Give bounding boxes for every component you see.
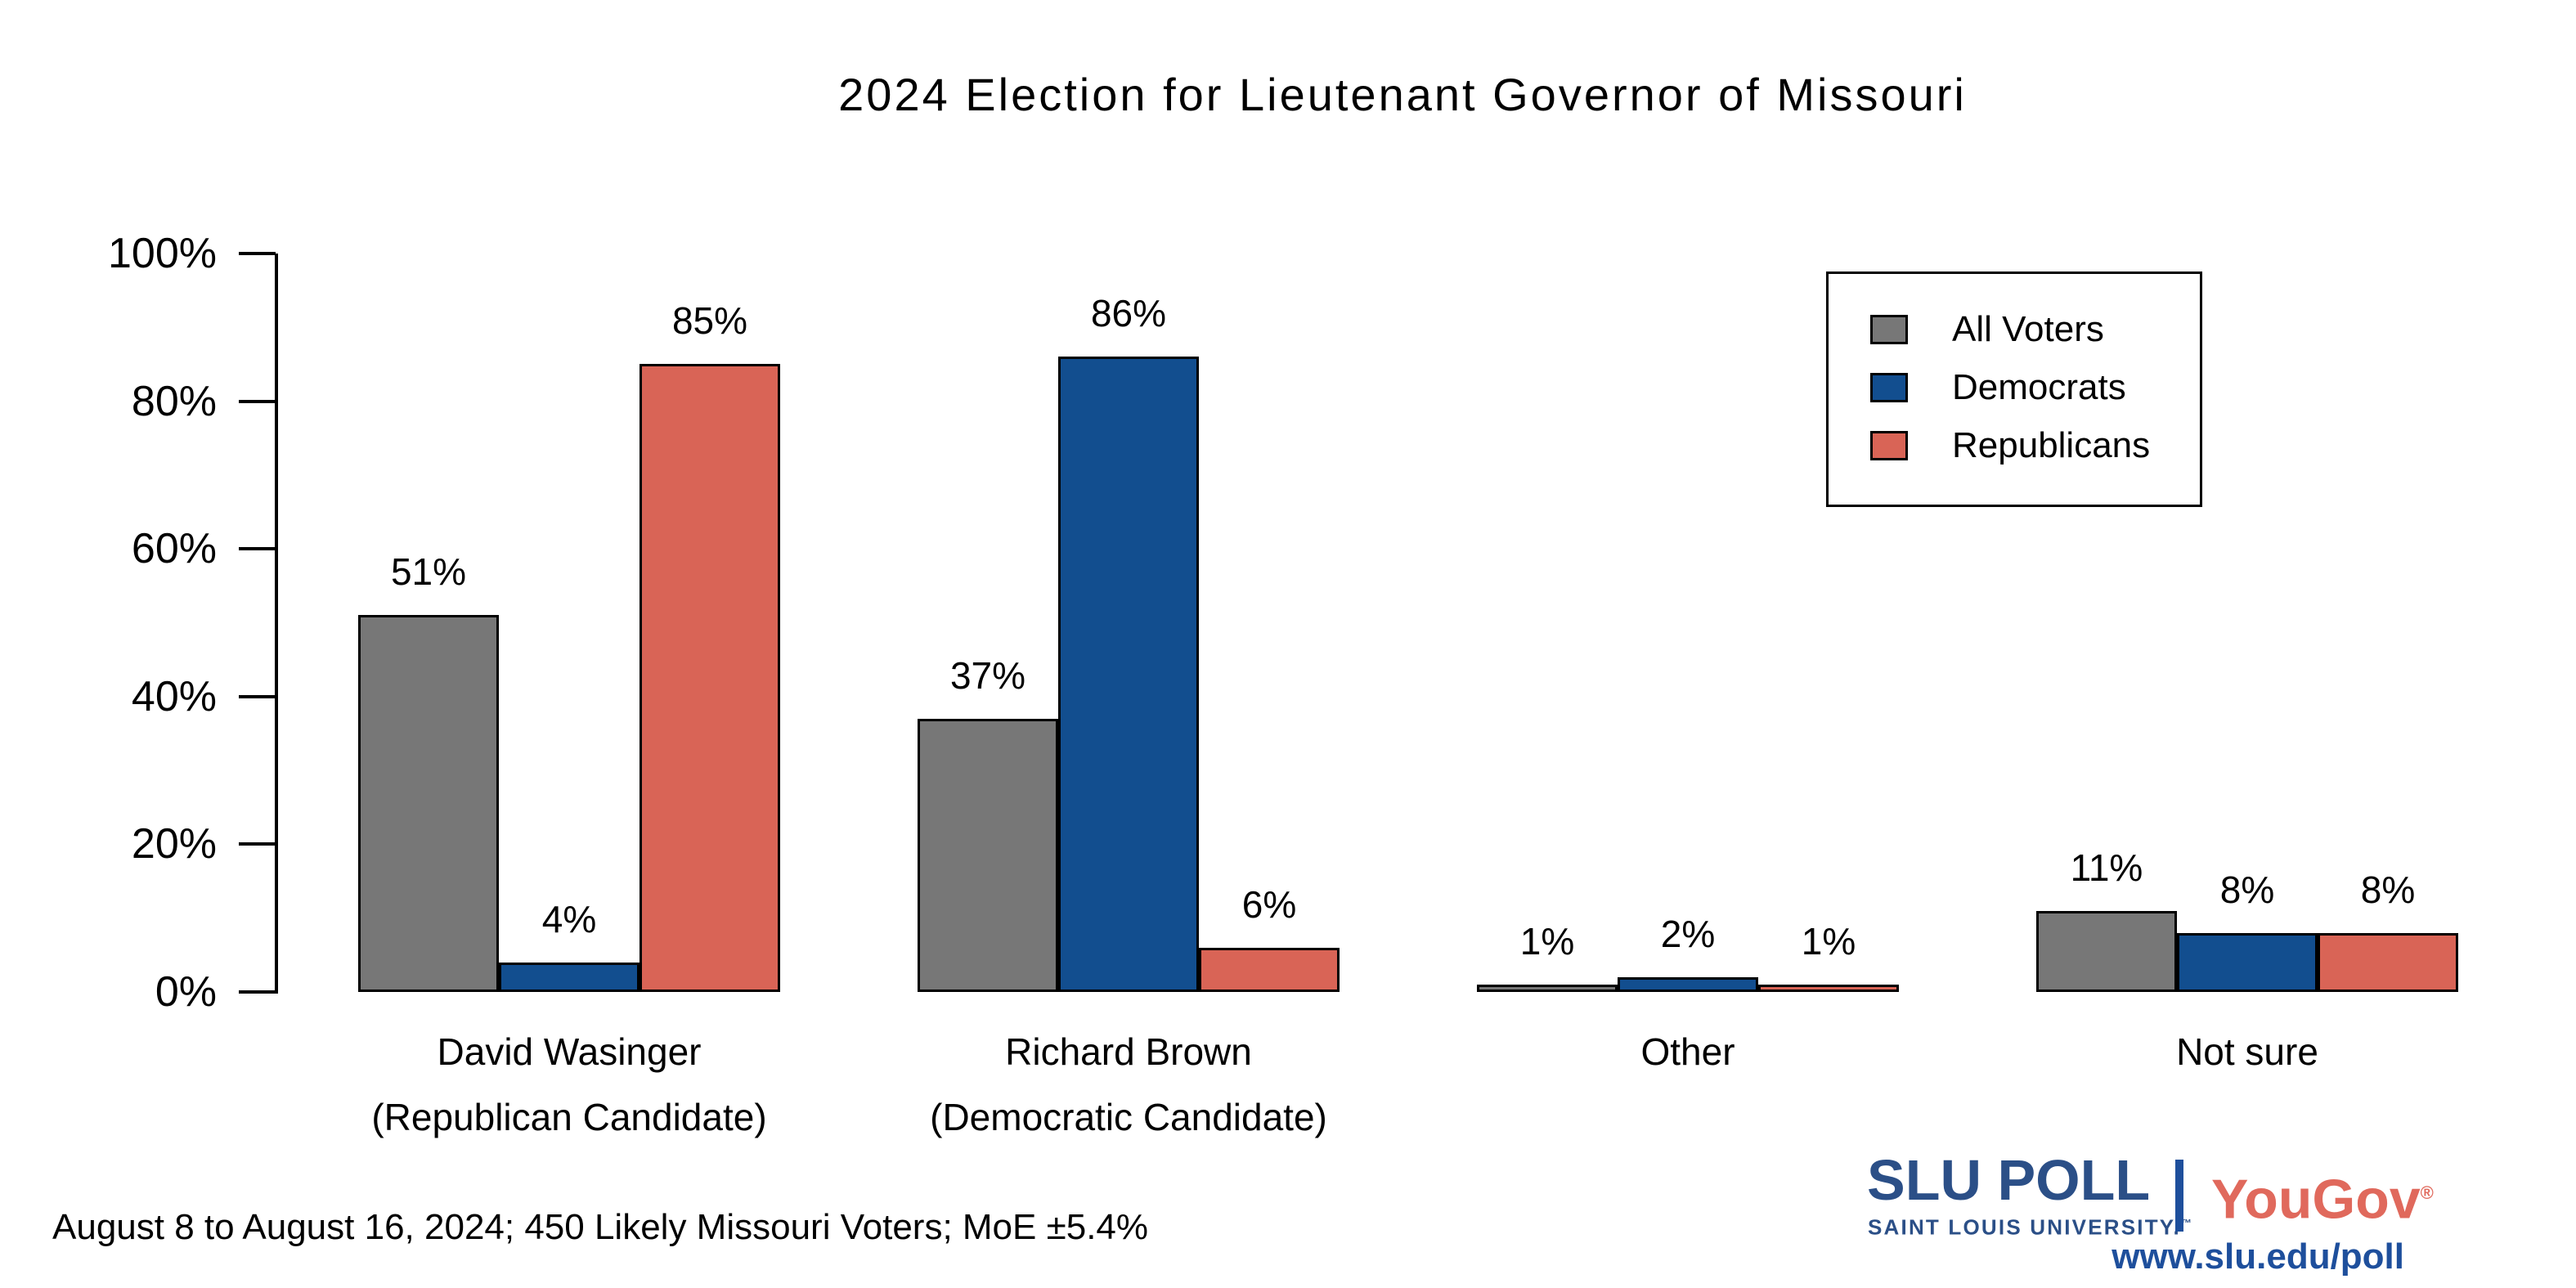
y-tick-mark-0 <box>239 990 276 994</box>
y-axis-line <box>275 254 278 994</box>
slu-subtitle-text: SAINT LOUIS UNIVERSITY. <box>1868 1214 2181 1240</box>
yougov-text: YouGov <box>2211 1168 2421 1231</box>
bar-all-voters-david-wasinger <box>358 615 499 992</box>
y-tick-mark-80 <box>239 399 276 403</box>
website-url: www.slu.edu/poll <box>2112 1236 2404 1277</box>
category-label-line: Not sure <box>2176 1030 2318 1073</box>
y-tick-label-60: 60% <box>131 525 217 573</box>
legend-label-democrats: Democrats <box>1952 367 2126 407</box>
category-label-not-sure: Not sure <box>1961 1019 2533 1084</box>
bar-republicans-richard-brown <box>1199 948 1340 992</box>
category-label-line: (Democratic Candidate) <box>930 1096 1327 1138</box>
value-label-republicans-not-sure: 8% <box>2360 868 2416 911</box>
y-tick-mark-100 <box>239 252 276 255</box>
trademark-symbol: ™ <box>2180 1217 2192 1229</box>
category-label-line: (Republican Candidate) <box>371 1096 767 1138</box>
legend-item-republicans: Republicans <box>1870 425 2151 465</box>
bar-republicans-other <box>1758 985 1899 992</box>
value-label-republicans-richard-brown: 6% <box>1241 883 1297 926</box>
bar-all-voters-other <box>1477 985 1618 992</box>
category-label-line: Other <box>1640 1030 1735 1073</box>
value-label-all-voters-not-sure: 11% <box>2070 846 2143 889</box>
slu-subtitle: SAINT LOUIS UNIVERSITY.™ <box>1868 1212 2192 1239</box>
value-label-all-voters-other: 1% <box>1519 920 1575 963</box>
value-label-democrats-richard-brown: 86% <box>1090 292 1167 334</box>
y-tick-label-20: 20% <box>131 820 217 868</box>
value-label-republicans-david-wasinger: 85% <box>671 299 748 342</box>
y-tick-mark-60 <box>239 547 276 551</box>
y-tick-label-100: 100% <box>108 230 217 277</box>
legend-swatch-all-voters <box>1870 315 1908 344</box>
value-label-democrats-david-wasinger: 4% <box>541 898 597 940</box>
category-label-line: David Wasinger <box>437 1030 702 1073</box>
category-label-david-wasinger: David Wasinger (Republican Candidate) <box>283 1019 855 1150</box>
brand-separator-bar <box>2175 1160 2183 1232</box>
bar-republicans-not-sure <box>2318 933 2458 992</box>
legend-swatch-republicans <box>1870 431 1908 460</box>
y-tick-mark-40 <box>239 694 276 698</box>
bar-democrats-richard-brown <box>1058 357 1199 992</box>
value-label-democrats-not-sure: 8% <box>2219 868 2275 911</box>
bar-democrats-not-sure <box>2177 933 2318 992</box>
legend-swatch-democrats <box>1870 373 1908 402</box>
y-tick-label-40: 40% <box>131 672 217 720</box>
y-tick-mark-20 <box>239 842 276 846</box>
category-label-richard-brown: Richard Brown (Democratic Candidate) <box>842 1019 1415 1150</box>
legend-label-republicans: Republicans <box>1952 425 2151 465</box>
slu-poll-logo: SLU POLL <box>1867 1148 2151 1212</box>
y-tick-label-0: 0% <box>155 968 217 1016</box>
bar-democrats-david-wasinger <box>499 963 640 992</box>
value-label-all-voters-richard-brown: 37% <box>949 654 1026 697</box>
bar-all-voters-richard-brown <box>918 719 1058 992</box>
bar-all-voters-not-sure <box>2036 911 2177 992</box>
value-label-all-voters-david-wasinger: 51% <box>390 550 467 593</box>
legend-item-all-voters: All Voters <box>1870 309 2104 349</box>
category-label-other: Other <box>1402 1019 1974 1084</box>
y-tick-label-80: 80% <box>131 377 217 425</box>
value-label-republicans-other: 1% <box>1801 920 1856 963</box>
yougov-logo: YouGov® <box>2211 1165 2434 1228</box>
bar-democrats-other <box>1618 977 1758 992</box>
footer-note: August 8 to August 16, 2024; 450 Likely … <box>52 1207 1149 1247</box>
bar-republicans-david-wasinger <box>640 364 780 992</box>
chart-title: 2024 Election for Lieutenant Governor of… <box>838 69 1967 120</box>
legend-item-democrats: Democrats <box>1870 367 2126 407</box>
legend-label-all-voters: All Voters <box>1952 309 2104 349</box>
category-label-line: Richard Brown <box>1005 1030 1252 1073</box>
legend: All Voters Democrats Republicans <box>1826 272 2202 507</box>
registered-symbol: ® <box>2420 1183 2434 1203</box>
value-label-democrats-other: 2% <box>1660 913 1716 955</box>
